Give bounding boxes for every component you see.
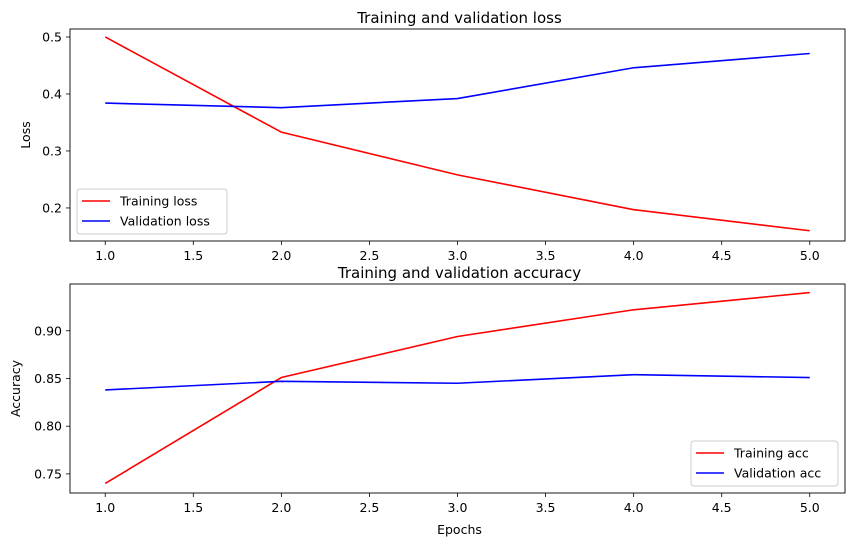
y-tick-label: 0.85	[34, 371, 62, 386]
legend-label: Training acc	[733, 446, 809, 461]
y-tick-label: 0.3	[42, 143, 62, 158]
x-tick-label: 1.0	[95, 500, 115, 515]
legend: Training acc Validation acc	[690, 440, 839, 487]
series-line-training-loss	[104, 36, 810, 232]
legend-label: Validation acc	[734, 466, 821, 481]
y-tick-label: 0.90	[34, 323, 62, 338]
x-tick-label: 3.5	[536, 500, 556, 515]
x-tick-label: 2.5	[359, 248, 379, 263]
x-tick-label: 1.0	[95, 248, 115, 263]
x-tick-label: 5.0	[800, 248, 820, 263]
chart-title: Training and validation loss	[356, 9, 562, 27]
legend-box	[76, 188, 228, 235]
axes-frame	[69, 283, 846, 494]
series-line-training-acc	[104, 291, 810, 485]
x-tick-label: 4.0	[624, 500, 644, 515]
x-tick-label: 2.0	[271, 248, 291, 263]
subplot-2: Training and validation accuracy 1.0 1.5 2.…	[8, 264, 846, 537]
chart-title: Training and validation accuracy	[337, 264, 581, 282]
legend-label: Training loss	[119, 194, 197, 209]
y-tick-label: 0.80	[34, 419, 62, 434]
x-tick-label: 1.5	[183, 500, 203, 515]
x-tick-label: 3.5	[536, 248, 556, 263]
subplot-1: Training and validation loss 1.0 1.5 2.0 2.5…	[18, 9, 846, 263]
x-axis-label: Epochs	[437, 522, 482, 537]
legend-box	[690, 440, 839, 487]
y-axis-label: Accuracy	[8, 359, 23, 417]
y-tick-label: 0.75	[34, 466, 62, 481]
axes-frame	[69, 28, 846, 242]
x-tick-label: 4.0	[624, 248, 644, 263]
x-tick-label: 1.5	[183, 248, 203, 263]
legend-label: Validation loss	[120, 214, 210, 229]
series-line-validation-acc	[105, 373, 810, 391]
y-tick-label: 0.4	[42, 86, 62, 101]
y-tick-label: 0.5	[42, 29, 62, 44]
y-axis-label: Loss	[18, 121, 33, 148]
x-tick-label: 4.5	[712, 248, 732, 263]
x-tick-label: 2.5	[359, 500, 379, 515]
x-tick-label: 3.0	[448, 248, 468, 263]
x-tick-label: 5.0	[800, 500, 820, 515]
y-tick-label: 0.2	[42, 200, 62, 215]
series-line-validation-loss	[105, 52, 810, 109]
x-tick-label: 4.5	[712, 500, 732, 515]
legend: Training loss Validation loss	[76, 188, 228, 235]
x-tick-label: 3.0	[448, 500, 468, 515]
x-tick-label: 2.0	[271, 500, 291, 515]
